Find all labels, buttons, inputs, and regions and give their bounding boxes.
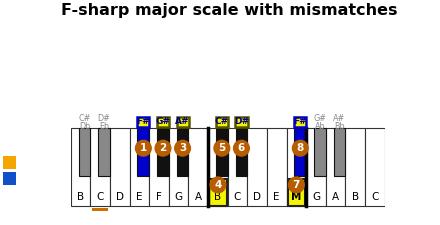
Bar [235,117,248,127]
Bar [306,128,326,207]
Bar [294,117,306,127]
Text: A#: A# [175,117,190,126]
Text: Db: Db [79,122,90,131]
Bar [157,128,169,176]
Bar [90,128,110,207]
Bar [137,128,149,176]
Text: basicmusictheory.com: basicmusictheory.com [7,63,11,108]
Text: 7: 7 [293,180,300,190]
Circle shape [136,140,151,156]
Text: C: C [234,192,241,202]
Bar [110,128,130,207]
Text: 2: 2 [159,143,167,153]
Bar [345,128,365,207]
Text: 8: 8 [297,143,304,153]
Bar [79,128,90,176]
Text: G: G [175,192,183,202]
Text: C: C [96,192,104,202]
Text: F#: F# [136,117,150,126]
Bar [137,117,150,127]
Text: A: A [332,192,339,202]
Bar [177,128,188,176]
Text: C#: C# [215,117,229,126]
Text: Ab: Ab [315,122,325,131]
Bar [208,128,228,207]
Text: 6: 6 [238,143,245,153]
Bar [314,128,326,176]
Circle shape [210,177,226,193]
Bar [235,128,247,176]
Bar [247,128,267,207]
Text: B: B [352,192,359,202]
Text: F-sharp major scale with mismatches: F-sharp major scale with mismatches [61,3,397,18]
Bar [98,128,110,176]
Text: 4: 4 [214,180,222,190]
Text: M: M [291,192,301,202]
Text: B: B [214,192,221,202]
Text: A#: A# [334,114,346,123]
Bar [71,128,90,207]
Bar [294,128,306,176]
Circle shape [175,140,191,156]
Bar [287,179,305,206]
Bar [334,128,345,176]
Circle shape [289,177,304,193]
Bar [92,208,108,211]
Text: G: G [312,192,320,202]
Bar [216,128,228,176]
Circle shape [234,140,249,156]
Circle shape [155,140,171,156]
Text: E: E [136,192,143,202]
Text: F: F [156,192,162,202]
Text: D#: D# [98,114,110,123]
Text: C#: C# [78,114,91,123]
Text: G#: G# [155,117,170,126]
Text: Eb: Eb [99,122,109,131]
Bar [326,128,345,207]
Bar [3,172,16,184]
Bar [130,128,149,207]
Text: D: D [116,192,124,202]
Bar [267,128,286,207]
Text: C: C [371,192,378,202]
Bar [365,128,385,207]
Bar [209,179,227,206]
Bar [228,128,247,207]
Circle shape [293,140,308,156]
Bar [216,117,228,127]
Bar [176,117,189,127]
Text: 3: 3 [179,143,186,153]
Text: A: A [195,192,202,202]
Bar [149,128,169,207]
Circle shape [214,140,230,156]
Bar [3,156,16,169]
Text: B: B [77,192,84,202]
Text: D: D [253,192,261,202]
Text: 5: 5 [218,143,225,153]
Text: Bb: Bb [334,122,345,131]
Text: G#: G# [313,114,326,123]
Text: F#: F# [293,117,307,126]
Bar [188,128,208,207]
Bar [169,128,188,207]
Bar [157,117,169,127]
Text: 1: 1 [140,143,147,153]
Text: D#: D# [234,117,249,126]
Bar [286,128,306,207]
Text: E: E [274,192,280,202]
